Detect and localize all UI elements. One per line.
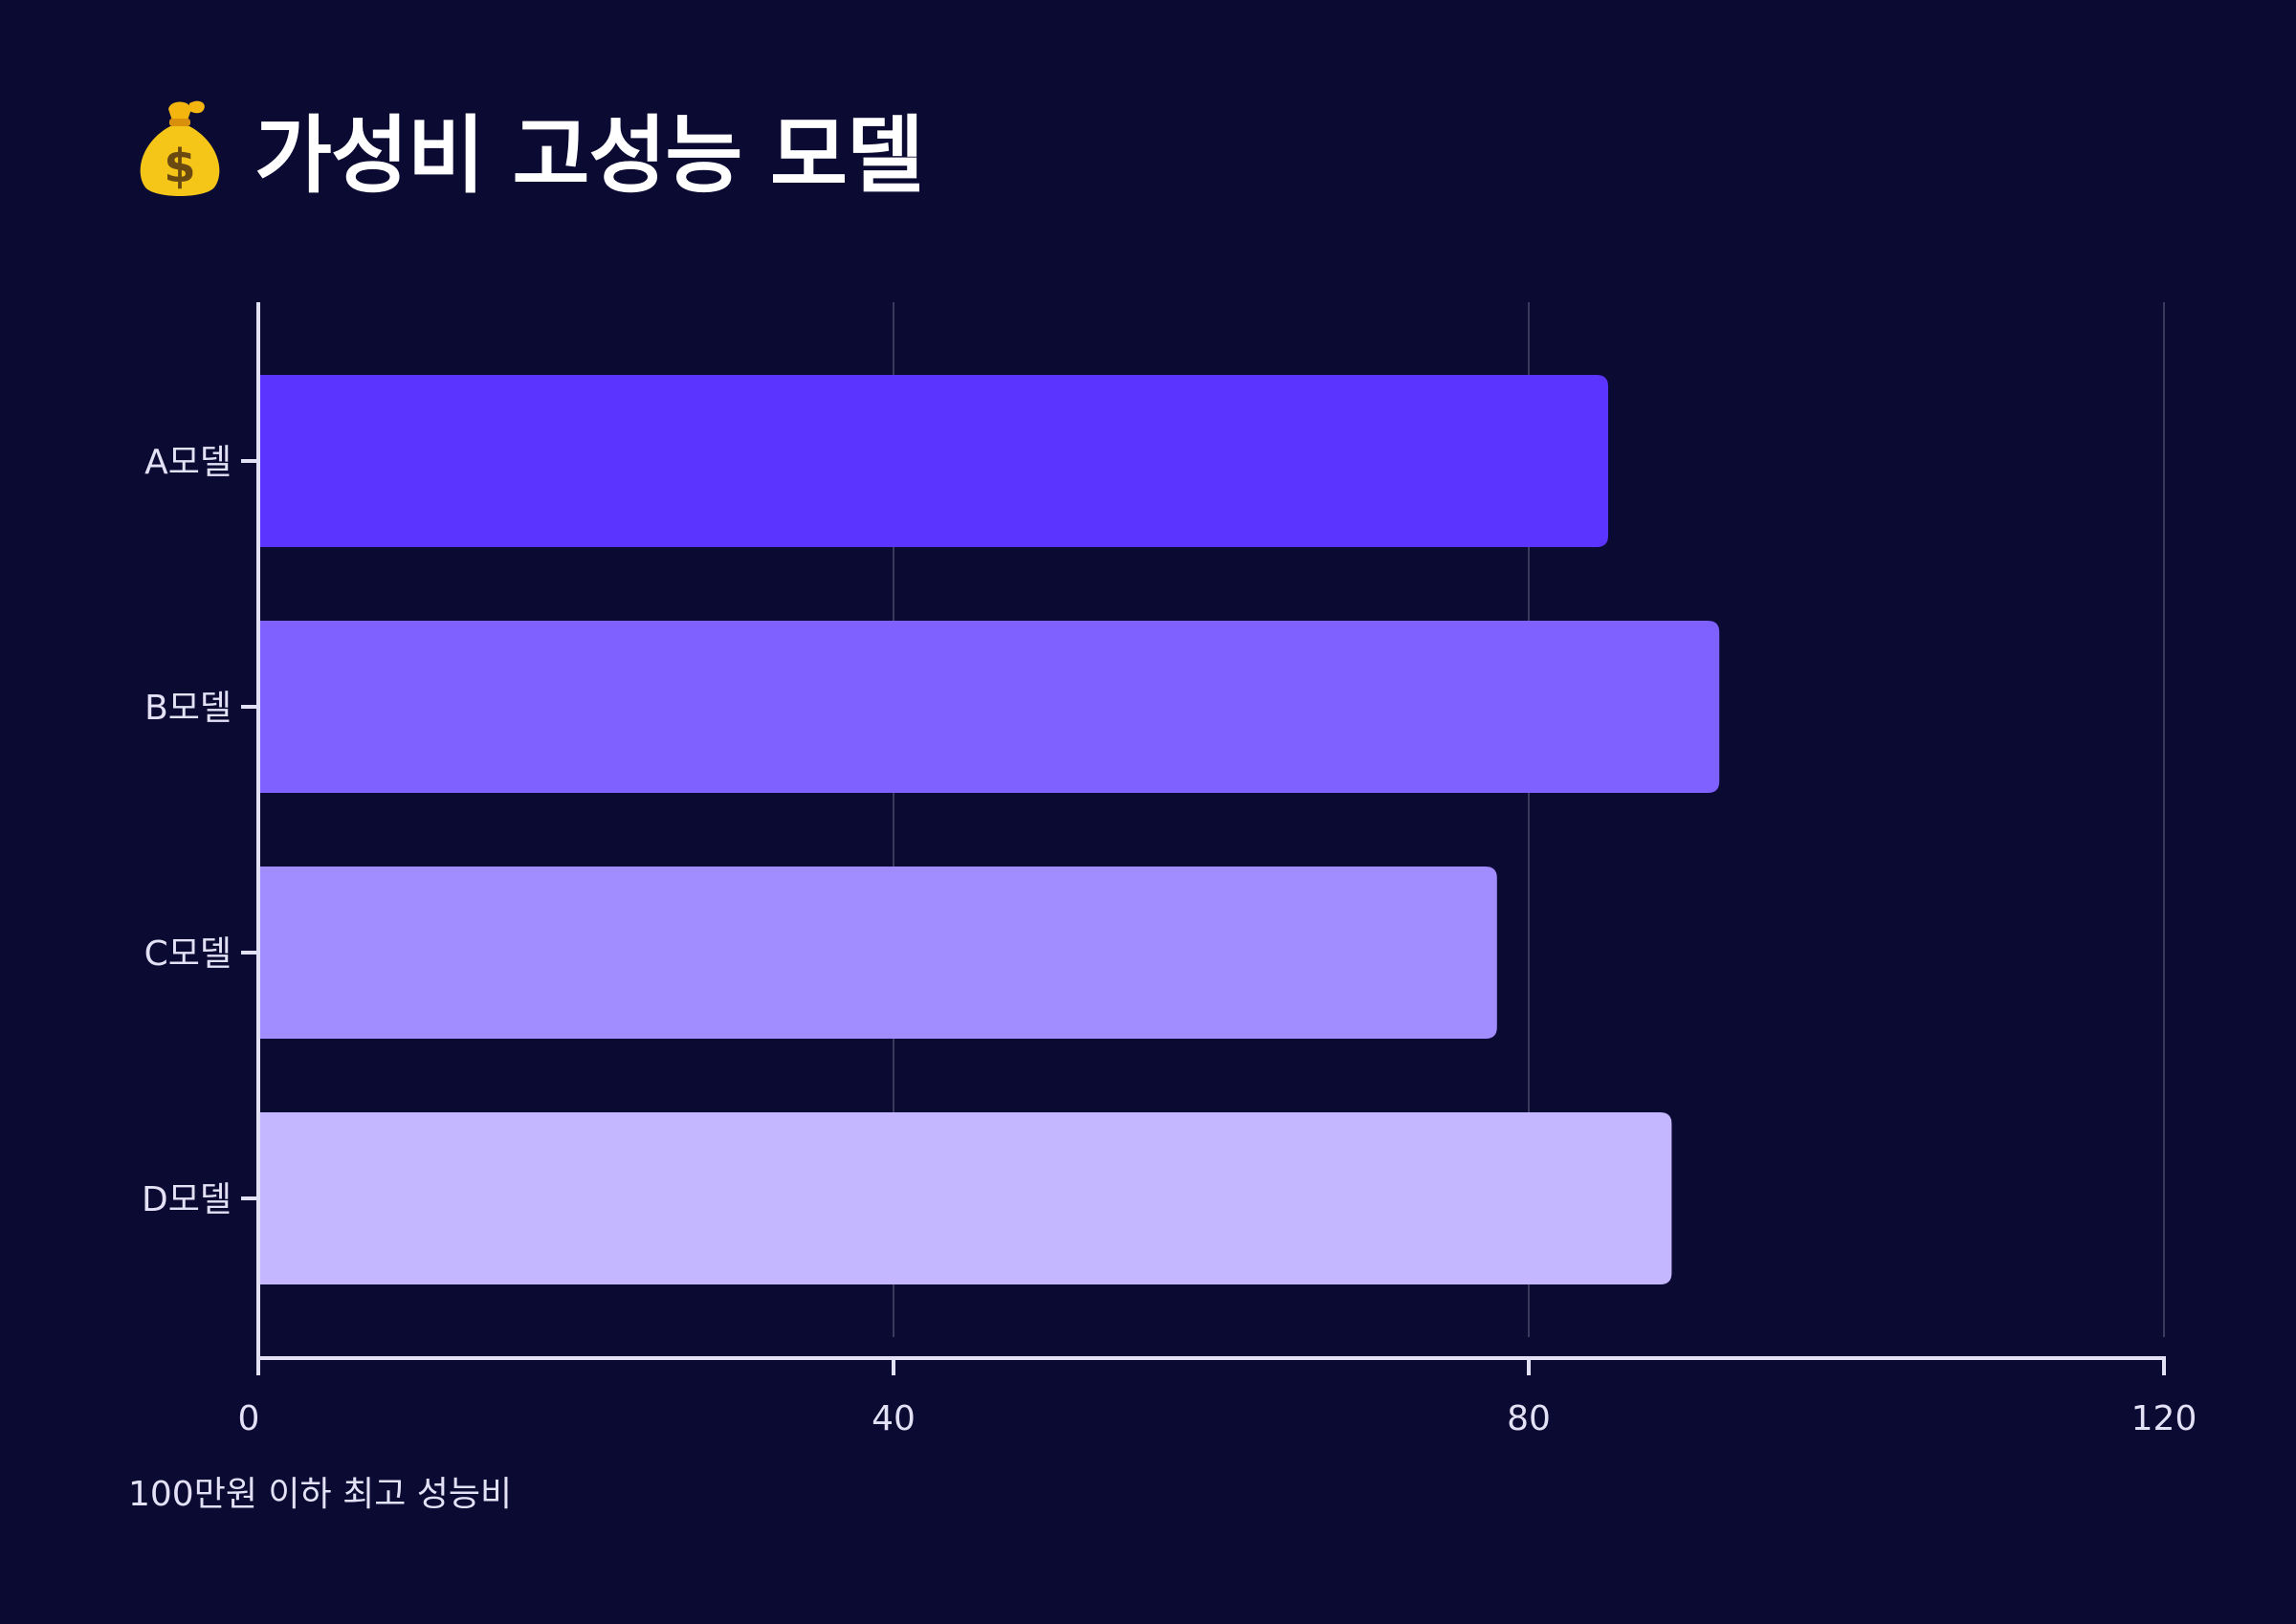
y-tick-label: A모델 — [144, 443, 232, 482]
y-tick-label: B모델 — [144, 689, 232, 728]
x-tick-label: 80 — [1507, 1399, 1551, 1438]
x-tick-label: 0 — [238, 1399, 260, 1438]
bar — [258, 867, 1497, 1039]
bar — [258, 1112, 1672, 1284]
x-tick-label: 40 — [872, 1399, 916, 1438]
bar — [258, 375, 1608, 547]
svg-text:$: $ — [164, 140, 195, 193]
x-tick-label: 120 — [2131, 1399, 2197, 1438]
y-tick-label: C모델 — [144, 934, 232, 974]
money-bag-icon: $ — [140, 100, 220, 196]
chart-subtitle: 100만원 이하 최고 성능비 — [128, 1475, 513, 1514]
chart-title: $ 가성비 고성능 모델 — [132, 96, 924, 205]
bar — [258, 621, 1720, 793]
title-text: 가성비 고성능 모델 — [254, 105, 924, 205]
y-tick-label: D모델 — [142, 1180, 232, 1219]
